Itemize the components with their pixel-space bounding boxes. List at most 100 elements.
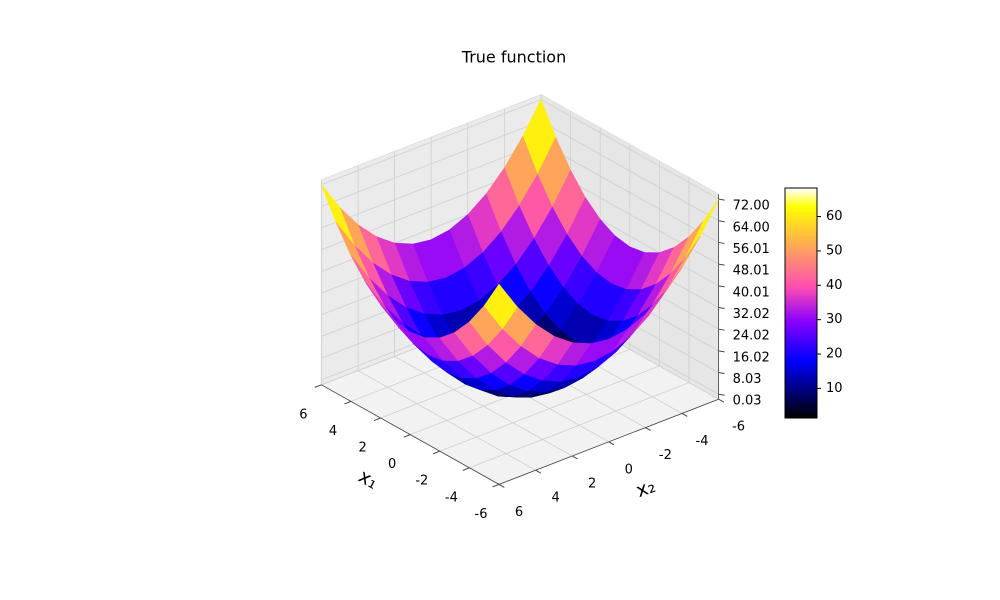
- tick-mark: [344, 400, 352, 405]
- colorbar-gradient: [785, 416, 817, 419]
- colorbar-gradient: [785, 283, 817, 287]
- colorbar-gradient: [785, 274, 817, 277]
- colorbar-tick-label: 60: [826, 209, 843, 224]
- x-tick-label: 4: [329, 424, 337, 439]
- colorbar-gradient: [785, 212, 817, 216]
- y-tick-label: 6: [515, 505, 523, 520]
- colorbar-gradient: [785, 197, 817, 200]
- colorbar-gradient: [785, 299, 817, 302]
- colorbar-tick-label: 50: [826, 243, 843, 258]
- colorbar-gradient: [785, 276, 817, 279]
- x-tick-label: 6: [299, 407, 307, 422]
- colorbar-gradient: [785, 278, 817, 281]
- y-tick-label: 4: [551, 491, 559, 506]
- z-tick-label: 16.02: [733, 350, 770, 365]
- colorbar-gradient: [785, 297, 817, 300]
- colorbar-gradient: [785, 347, 817, 350]
- colorbar-gradient: [785, 339, 817, 342]
- x-tick-label: 2: [358, 441, 366, 456]
- colorbar-gradient: [785, 243, 817, 246]
- tick-mark: [462, 467, 470, 471]
- tick-mark: [718, 398, 725, 403]
- x-tick-label: -4: [445, 490, 458, 505]
- grid-line: [394, 151, 573, 457]
- chart-title: True function: [461, 48, 566, 67]
- colorbar-gradient: [785, 209, 817, 212]
- y-tick-label: 2: [588, 477, 596, 492]
- colorbar-gradient: [785, 375, 817, 379]
- tick-mark: [608, 441, 615, 446]
- colorbar-gradient: [785, 395, 817, 398]
- colorbar-gradient: [785, 301, 817, 304]
- colorbar-gradient: [785, 224, 817, 227]
- colorbar-gradient: [785, 249, 817, 252]
- colorbar-gradient: [785, 343, 817, 346]
- colorbar-gradient: [785, 189, 817, 193]
- colorbar-gradient: [785, 379, 817, 383]
- colorbar-gradient: [785, 341, 817, 344]
- tick-mark: [718, 263, 725, 266]
- colorbar-gradient: [785, 239, 817, 243]
- surface-patch: [483, 283, 518, 330]
- tick-mark: [403, 434, 411, 438]
- z-tick-label: 8.03: [733, 372, 762, 387]
- colorbar-gradient: [785, 410, 817, 413]
- colorbar-gradient: [785, 370, 817, 373]
- colorbar-gradient: [785, 335, 817, 338]
- colorbar-gradient: [785, 381, 817, 384]
- z-tick-label: 64.00: [733, 220, 770, 235]
- colorbar-gradient: [785, 310, 817, 314]
- colorbar-gradient: [785, 354, 817, 358]
- colorbar-gradient: [785, 245, 817, 248]
- colorbar-gradient: [785, 324, 817, 327]
- tick-mark: [433, 450, 440, 455]
- colorbar-gradient: [785, 188, 817, 191]
- tick-mark: [571, 455, 578, 460]
- y-tick-label: -4: [696, 434, 709, 449]
- colorbar-gradient: [785, 400, 817, 404]
- y-tick-label: -2: [659, 448, 672, 463]
- z-tick-label: 24.02: [733, 329, 770, 344]
- colorbar-gradient: [785, 268, 817, 271]
- tick-mark: [718, 220, 725, 223]
- colorbar-gradient: [785, 389, 817, 392]
- colorbar-gradient: [785, 408, 817, 411]
- colorbar-gradient: [785, 247, 817, 250]
- tick-mark: [314, 384, 322, 388]
- colorbar-gradient: [785, 331, 817, 335]
- colorbar-gradient: [785, 241, 817, 245]
- z-tick-label: 72.00: [733, 199, 770, 214]
- colorbar-gradient: [785, 304, 817, 308]
- colorbar-tick-label: 30: [826, 312, 843, 327]
- tick-mark: [718, 328, 725, 331]
- colorbar-gradient: [785, 211, 817, 214]
- colorbar-gradient: [785, 396, 817, 400]
- colorbar-gradient: [785, 385, 817, 388]
- colorbar-gradient: [785, 406, 817, 409]
- colorbar-gradient: [785, 393, 817, 396]
- colorbar-frame: [784, 187, 818, 419]
- colorbar-gradient: [785, 377, 817, 381]
- colorbar-gradient: [785, 258, 817, 262]
- colorbar-gradient: [785, 266, 817, 269]
- tick-mark: [718, 393, 725, 396]
- colorbar-gradient: [785, 398, 817, 402]
- colorbar-gradient: [785, 203, 817, 206]
- x-tick-label: -2: [415, 474, 428, 489]
- colorbar-gradient: [785, 214, 817, 218]
- colorbar-gradient: [785, 360, 817, 363]
- tick-mark: [718, 198, 725, 201]
- z-tick-label: 48.01: [733, 264, 770, 279]
- colorbar-gradient: [785, 322, 817, 325]
- colorbar-gradient: [785, 373, 817, 377]
- colorbar-gradient: [785, 207, 817, 210]
- colorbar-gradient: [785, 329, 817, 333]
- colorbar-gradient: [785, 285, 817, 289]
- tick-mark: [492, 483, 500, 488]
- colorbar-gradient: [785, 391, 817, 394]
- colorbar-gradient: [785, 216, 817, 220]
- colorbar-gradient: [785, 195, 817, 199]
- colorbar-gradient: [785, 327, 817, 331]
- colorbar-gradient: [785, 308, 817, 312]
- tick-mark: [718, 350, 725, 353]
